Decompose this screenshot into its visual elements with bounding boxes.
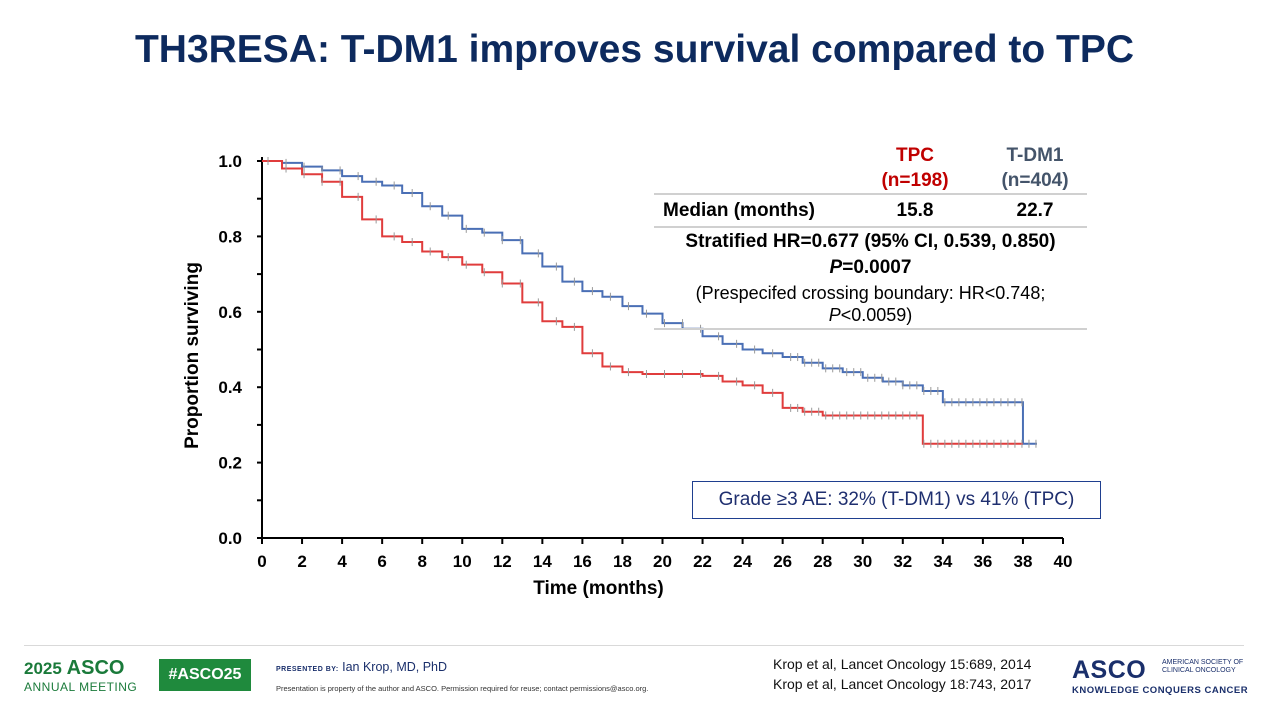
y-tick-label: 1.0 (218, 152, 242, 171)
median-tpc: 15.8 (896, 200, 934, 221)
median-tdm1: 22.7 (1016, 200, 1054, 221)
x-tick-label: 26 (773, 552, 792, 571)
p-italic: P (829, 257, 843, 278)
x-tick-label: 32 (893, 552, 912, 571)
x-tick-label: 0 (257, 552, 266, 571)
tdm1-header: T-DM1 (n=404) (980, 143, 1090, 193)
adverse-events-box: Grade ≥3 AE: 32% (T-DM1) vs 41% (TPC) (692, 481, 1101, 519)
tpc-n: (n=198) (881, 170, 949, 191)
tdm1-n: (n=404) (1001, 170, 1069, 191)
y-tick-label: 0.8 (218, 227, 242, 246)
table-top-rule (654, 193, 1087, 195)
median-label: Median (months) (663, 200, 815, 221)
asco-tagline: KNOWLEDGE CONQUERS CANCER (1072, 685, 1249, 696)
presenter-name: Ian Krop, MD, PhD (342, 660, 448, 674)
y-tick-label: 0.6 (218, 303, 242, 322)
x-tick-label: 28 (813, 552, 832, 571)
logo-year: 2025 (24, 659, 62, 678)
society-line-1: AMERICAN SOCIETY OF (1162, 659, 1244, 666)
x-tick-label: 34 (933, 552, 952, 571)
boundary-text-2: P<0.0059) (654, 305, 1087, 326)
asco-annual-meeting-logo: 2025 ASCO ANNUAL MEETING (24, 658, 137, 694)
x-tick-label: 22 (693, 552, 712, 571)
presented-by-label: PRESENTED BY: (276, 666, 339, 673)
x-tick-label: 40 (1054, 552, 1073, 571)
x-tick-label: 36 (973, 552, 992, 571)
slide-title: TH3RESA: T-DM1 improves survival compare… (134, 28, 1135, 71)
x-tick-label: 20 (653, 552, 672, 571)
x-tick-label: 12 (493, 552, 512, 571)
disclaimer-text: Presentation is property of the author a… (276, 684, 649, 693)
series-tpc-curve (262, 160, 1023, 445)
x-axis-label: Time (months) (533, 578, 664, 599)
x-tick-label: 8 (417, 552, 426, 571)
p-value: =0.0007 (842, 257, 912, 278)
society-line-2: CLINICAL ONCOLOGY (1162, 667, 1236, 674)
asco-society-logo: ASCO AMERICAN SOCIETY OF CLINICAL ONCOLO… (1072, 656, 1248, 696)
x-tick-label: 24 (733, 552, 752, 571)
y-axis-label: Proportion surviving (182, 262, 203, 449)
table-mid-rule (654, 226, 1087, 228)
tpc-name: TPC (896, 145, 934, 166)
p-value-text: P=0.0007 (654, 257, 1087, 279)
y-tick-label: 0.2 (218, 454, 242, 473)
x-tick-label: 30 (853, 552, 872, 571)
boundary-text-1: (Prespecifed crossing boundary: HR<0.748… (695, 283, 1046, 303)
boundary-p-italic: P (828, 305, 841, 325)
reference-1: Krop et al, Lancet Oncology 15:689, 2014 (773, 656, 1032, 672)
references: Krop et al, Lancet Oncology 15:689, 2014… (773, 654, 1031, 694)
x-tick-label: 2 (297, 552, 306, 571)
tpc-header: TPC (n=198) (860, 143, 970, 193)
y-tick-label: 0.0 (218, 529, 242, 548)
x-tick-label: 18 (613, 552, 632, 571)
x-tick-label: 10 (453, 552, 472, 571)
series-t-dm1-curve (262, 160, 1037, 445)
presented-by: PRESENTED BY: Ian Krop, MD, PhD (276, 660, 447, 674)
hazard-ratio-text: Stratified HR=0.677 (95% CI, 0.539, 0.85… (685, 231, 1056, 252)
logo-subtitle: ANNUAL MEETING (24, 680, 138, 694)
asco-wordmark: ASCO (1072, 656, 1147, 684)
x-tick-label: 14 (533, 552, 552, 571)
logo-name: ASCO (66, 657, 125, 679)
table-bottom-rule (654, 328, 1087, 330)
hashtag-badge: #ASCO25 (159, 659, 251, 691)
boundary-p-value: <0.0059) (840, 305, 913, 325)
footer-divider (24, 645, 1244, 646)
tdm1-name: T-DM1 (1006, 145, 1064, 166)
x-tick-label: 6 (377, 552, 386, 571)
x-tick-label: 38 (1013, 552, 1032, 571)
y-tick-label: 0.4 (218, 378, 242, 397)
x-tick-label: 4 (337, 552, 347, 571)
x-tick-label: 16 (573, 552, 592, 571)
reference-2: Krop et al, Lancet Oncology 18:743, 2017 (773, 676, 1032, 692)
asco-society-name: AMERICAN SOCIETY OF CLINICAL ONCOLOGY (1162, 659, 1262, 675)
